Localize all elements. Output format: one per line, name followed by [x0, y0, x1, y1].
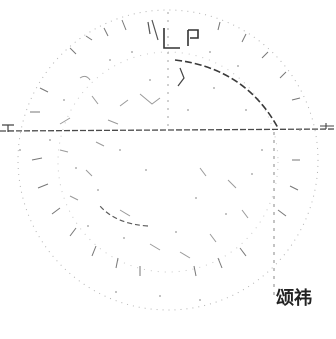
inner-dotted-circle [57, 51, 279, 273]
horizontal-diameter-line [0, 128, 336, 132]
interior-scribble-marks [59, 75, 249, 259]
outer-dotted-circle [17, 9, 319, 311]
right-edge-mark [320, 123, 334, 129]
speckle-dots [19, 51, 301, 301]
caption-text: 颂祎 [276, 288, 312, 309]
left-edge-mark [2, 124, 14, 132]
arc-hook-mark [177, 67, 185, 87]
upper-right-arc [174, 59, 279, 129]
lower-left-arc [99, 205, 149, 227]
top-left-glyph [147, 19, 159, 41]
ring-tick-marks [30, 19, 301, 277]
top-center-glyph [163, 28, 199, 49]
